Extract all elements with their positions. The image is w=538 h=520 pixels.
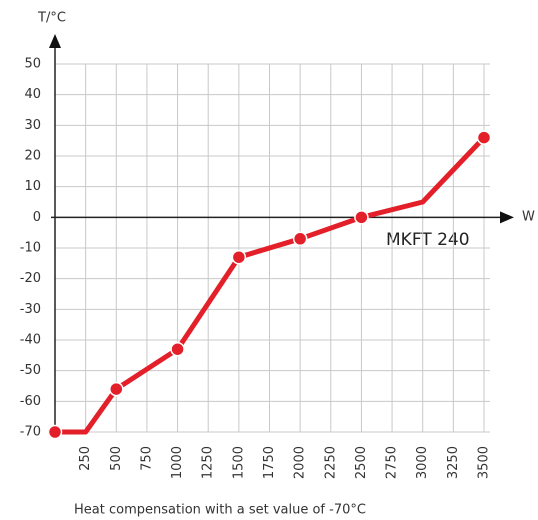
x-tick-label: 750 <box>139 446 154 471</box>
x-tick-label: 2250 <box>323 446 338 479</box>
y-tick-label: 30 <box>24 118 41 133</box>
data-point <box>231 249 247 265</box>
data-point <box>170 341 185 357</box>
y-tick-label: 50 <box>24 57 41 72</box>
y-axis-label: T/°C <box>37 11 66 26</box>
y-tick-label: 40 <box>24 87 41 102</box>
y-tick-label: 0 <box>33 210 41 225</box>
x-tick-label: 2500 <box>354 446 369 479</box>
y-tick-label: -50 <box>20 363 41 378</box>
x-tick-label: 250 <box>78 446 93 471</box>
y-tick-label: -30 <box>20 302 41 317</box>
data-point <box>47 424 63 440</box>
x-tick-label: 2750 <box>385 446 400 479</box>
x-tick-label: 1000 <box>170 446 185 479</box>
x-tick-label: 3500 <box>477 446 492 479</box>
y-tick-label: -40 <box>20 333 41 348</box>
series-label: MKFT 240 <box>386 230 470 250</box>
x-tick-label: 500 <box>109 446 124 471</box>
x-tick-label: 1250 <box>201 446 216 479</box>
data-point <box>292 231 308 247</box>
x-axis-arrow <box>500 211 514 224</box>
y-tick-label: -60 <box>20 394 41 409</box>
y-tick-label: -70 <box>20 425 41 440</box>
x-tick-label: 1750 <box>262 446 277 479</box>
data-point <box>109 381 124 397</box>
x-tick-label: 1500 <box>231 446 246 479</box>
data-point <box>354 210 369 225</box>
data-point <box>476 130 492 145</box>
x-tick-label: 3000 <box>415 446 430 479</box>
y-tick-label: -20 <box>20 271 41 286</box>
y-tick-label: 10 <box>24 179 41 194</box>
y-tick-label: -10 <box>20 241 41 256</box>
y-axis-arrow <box>49 34 61 48</box>
x-tick-label: 2000 <box>293 446 308 479</box>
x-tick-label: 3250 <box>446 446 461 479</box>
x-axis-label: W <box>522 210 535 225</box>
caption: Heat compensation with a set value of -7… <box>74 503 366 518</box>
y-tick-label: 20 <box>24 149 41 164</box>
